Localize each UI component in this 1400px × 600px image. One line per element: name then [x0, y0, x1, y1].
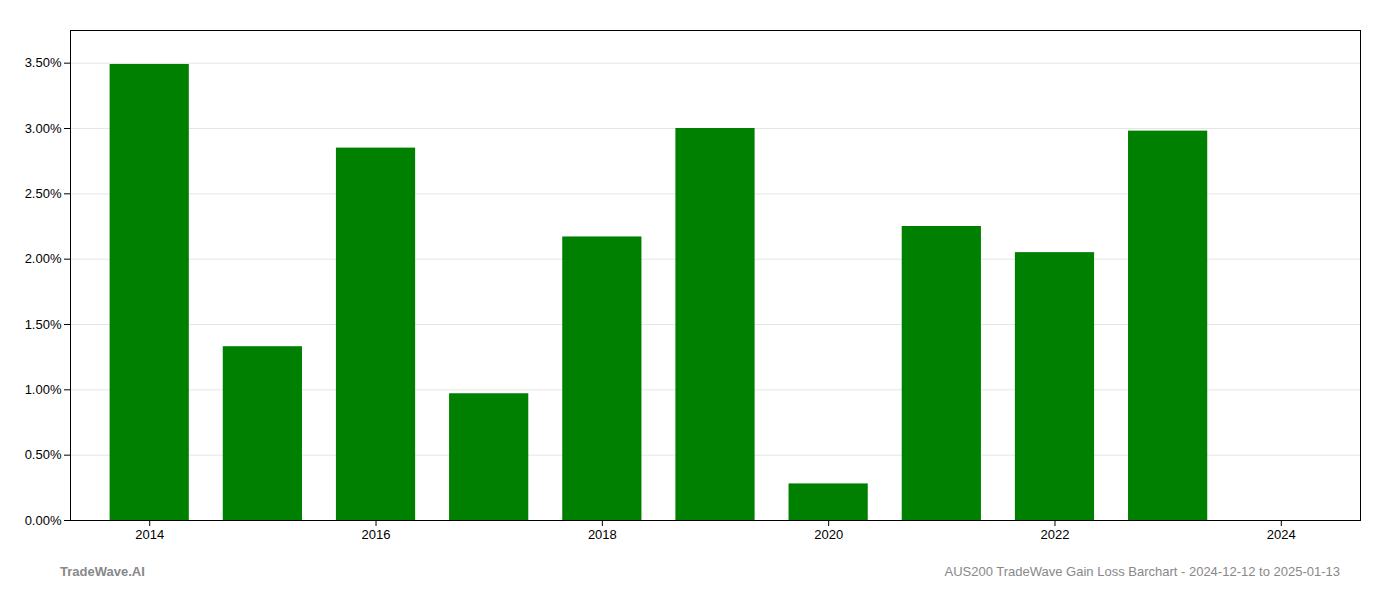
svg-text:3.00%: 3.00% — [25, 121, 62, 136]
svg-text:2018: 2018 — [588, 527, 617, 542]
svg-text:0.50%: 0.50% — [25, 447, 62, 462]
svg-text:1.50%: 1.50% — [25, 317, 62, 332]
svg-text:2014: 2014 — [135, 527, 164, 542]
svg-text:2016: 2016 — [362, 527, 391, 542]
svg-text:1.00%: 1.00% — [25, 382, 62, 397]
svg-text:2.50%: 2.50% — [25, 186, 62, 201]
svg-text:2024: 2024 — [1267, 527, 1296, 542]
svg-text:2020: 2020 — [814, 527, 843, 542]
html-text:TradeWave.AI: TradeWave.AI — [60, 564, 145, 579]
svg-text:3.50%: 3.50% — [25, 55, 62, 70]
svg-text:2.00%: 2.00% — [25, 251, 62, 266]
html-text:AUS200 TradeWave Gain Loss Bar: AUS200 TradeWave Gain Loss Barchart - 20… — [944, 564, 1340, 579]
svg-text:0.00%: 0.00% — [25, 513, 62, 528]
svg-text:2022: 2022 — [1041, 527, 1070, 542]
